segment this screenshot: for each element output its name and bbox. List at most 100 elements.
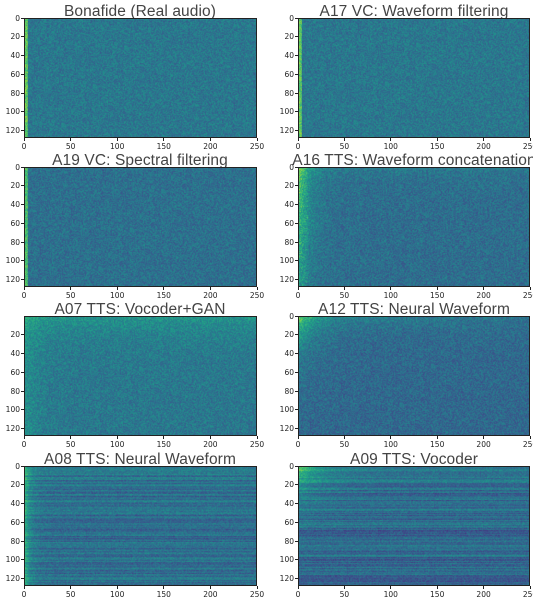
y-tick-label: 0 xyxy=(289,311,294,321)
y-tick-label: 20 xyxy=(10,181,20,191)
y-tick-label: 0 xyxy=(15,461,20,471)
y-tick-mark xyxy=(21,484,24,486)
x-tick-mark xyxy=(343,436,345,439)
y-tick-label: 80 xyxy=(10,386,20,396)
y-tick-mark xyxy=(21,222,24,224)
y-tick-mark xyxy=(21,279,24,280)
x-tick-mark xyxy=(436,287,438,290)
x-tick-label: 100 xyxy=(110,440,125,449)
x-tick-mark xyxy=(256,287,258,290)
spectrogram-image xyxy=(25,168,256,286)
y-tick-label: 120 xyxy=(279,126,294,135)
spectrogram-plot xyxy=(298,466,530,586)
spectrogram-image xyxy=(299,19,529,137)
x-tick-label: 250 xyxy=(249,142,265,151)
x-tick-label: 250 xyxy=(522,440,533,449)
y-tick-label: 80 xyxy=(10,88,20,98)
y-tick-label: 40 xyxy=(284,51,294,60)
y-tick-label: 80 xyxy=(284,536,294,546)
y-tick-label: 60 xyxy=(10,517,20,527)
x-tick-label: 250 xyxy=(249,440,265,449)
y-tick-label: 0 xyxy=(289,461,294,471)
spectrogram-image xyxy=(299,317,529,435)
x-tick-label: 200 xyxy=(203,291,218,300)
x-tick-label: 100 xyxy=(383,291,398,300)
chart-title: Bonafide (Real audio) xyxy=(63,3,217,20)
y-tick-label: 60 xyxy=(10,367,20,377)
y-tick-mark xyxy=(21,559,24,561)
y-tick-label: 0 xyxy=(289,13,294,23)
y-tick-mark xyxy=(21,185,24,187)
x-tick-mark xyxy=(390,138,392,141)
x-tick-label: 250 xyxy=(522,142,533,151)
x-tick-mark xyxy=(23,586,25,589)
y-tick-mark xyxy=(21,578,24,579)
x-tick-label: 150 xyxy=(156,440,171,449)
x-tick-label: 200 xyxy=(203,142,218,151)
x-tick-mark xyxy=(163,436,165,439)
y-tick-mark xyxy=(295,559,298,561)
x-tick-label: 150 xyxy=(430,440,445,449)
y-tick-mark xyxy=(21,55,24,56)
x-tick-mark xyxy=(436,436,438,439)
x-tick-label: 100 xyxy=(110,590,125,599)
y-tick-mark xyxy=(21,371,24,373)
x-tick-mark xyxy=(297,138,299,141)
y-tick-mark xyxy=(295,241,298,243)
y-tick-mark xyxy=(21,17,24,19)
x-tick-label: 100 xyxy=(110,291,125,300)
spectrogram-image xyxy=(25,467,256,585)
chart-title: A12 TTS: Neural Waveform xyxy=(318,301,510,318)
y-tick-mark xyxy=(21,166,24,168)
x-tick-label: 0 xyxy=(21,142,27,151)
y-tick-label: 40 xyxy=(10,349,20,358)
x-tick-label: 50 xyxy=(339,440,350,449)
y-tick-mark xyxy=(295,390,298,392)
y-tick-label: 120 xyxy=(279,574,294,583)
y-tick-mark xyxy=(295,540,298,542)
y-tick-label: 100 xyxy=(279,555,294,565)
y-tick-mark xyxy=(295,185,298,187)
x-tick-mark xyxy=(163,138,165,141)
x-tick-label: 100 xyxy=(383,590,398,599)
y-tick-mark xyxy=(21,465,24,467)
y-tick-mark xyxy=(295,409,298,411)
x-tick-label: 150 xyxy=(430,590,445,599)
y-tick-label: 100 xyxy=(5,405,20,415)
x-tick-label: 150 xyxy=(156,142,171,151)
y-tick-mark xyxy=(295,36,298,38)
y-tick-mark xyxy=(21,540,24,542)
y-tick-mark xyxy=(295,521,298,523)
x-tick-label: 50 xyxy=(65,440,76,449)
y-tick-label: 100 xyxy=(5,555,20,565)
x-tick-label: 200 xyxy=(476,440,491,449)
chart-title: A09 TTS: Vocoder xyxy=(350,451,478,468)
y-tick-mark xyxy=(21,204,24,205)
x-tick-mark xyxy=(529,436,531,439)
y-tick-mark xyxy=(295,334,298,336)
x-tick-mark xyxy=(529,287,531,290)
y-tick-label: 0 xyxy=(15,162,20,172)
spectrogram-image xyxy=(25,19,256,137)
x-tick-mark xyxy=(529,586,531,589)
spectrogram-plot xyxy=(24,18,257,138)
x-tick-mark xyxy=(436,138,438,141)
x-tick-label: 250 xyxy=(249,291,265,300)
y-tick-label: 0 xyxy=(289,162,294,172)
y-tick-label: 80 xyxy=(10,536,20,546)
x-tick-label: 200 xyxy=(203,440,218,449)
x-tick-mark xyxy=(209,287,211,290)
chart-title: A19 VC: Spectral filtering xyxy=(52,152,228,169)
x-tick-mark xyxy=(70,436,72,439)
x-tick-mark xyxy=(390,436,392,439)
y-tick-mark xyxy=(295,204,298,205)
x-tick-label: 150 xyxy=(430,291,445,300)
spectrogram-plot xyxy=(298,316,530,436)
y-tick-label: 40 xyxy=(284,349,294,358)
x-tick-mark xyxy=(209,138,211,141)
y-tick-mark xyxy=(21,73,24,75)
x-tick-mark xyxy=(70,586,72,589)
y-tick-label: 60 xyxy=(10,218,20,228)
y-tick-mark xyxy=(295,130,298,131)
y-tick-label: 60 xyxy=(284,218,294,228)
